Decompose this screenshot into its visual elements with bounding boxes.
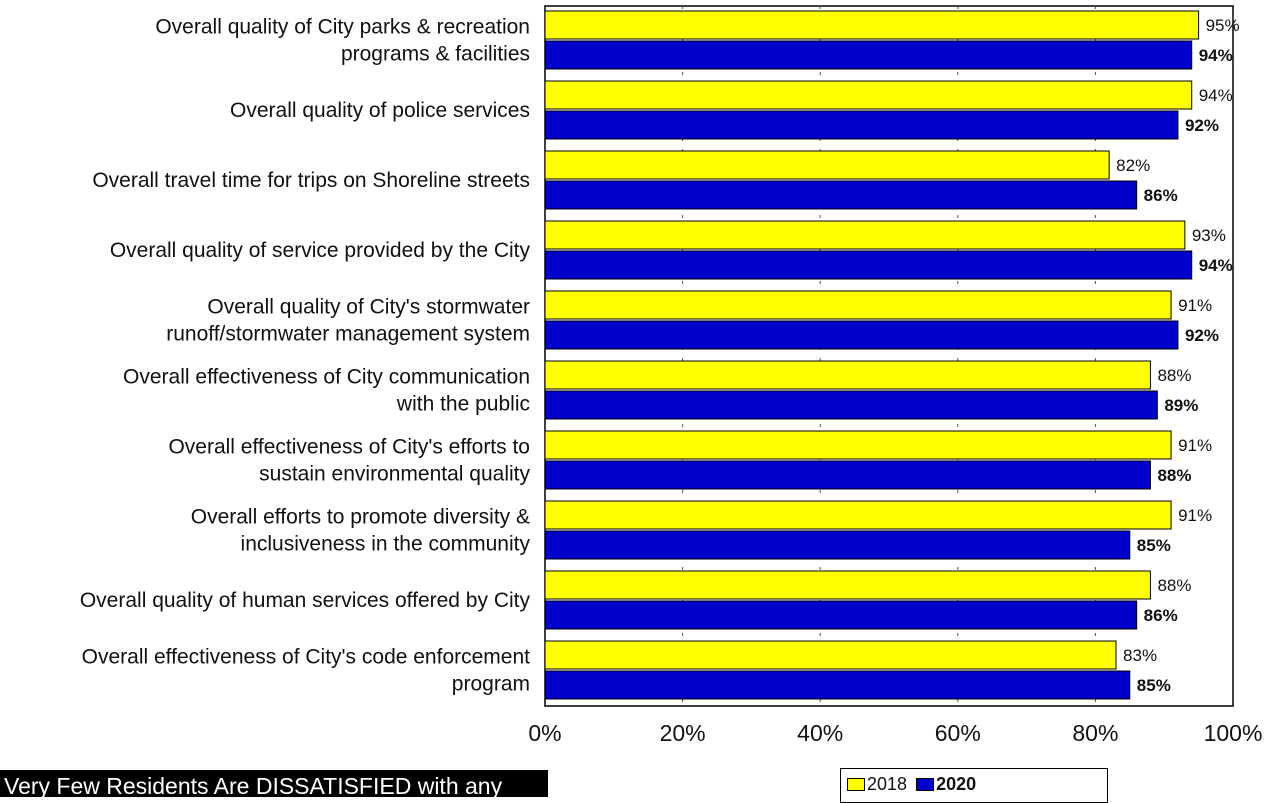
category-label: programs & facilities (341, 43, 530, 66)
category-label: sustain environmental quality (259, 463, 530, 486)
bar-2018 (544, 220, 1186, 250)
bar-2020 (544, 390, 1158, 420)
bar-2020 (544, 110, 1179, 140)
bar-2020 (544, 40, 1193, 70)
bar-2018 (544, 570, 1151, 600)
data-label-2020: 89% (1164, 396, 1198, 415)
data-label-2018: 95% (1206, 16, 1240, 35)
data-label-2018: 91% (1178, 506, 1212, 525)
category-label: Overall quality of human services offere… (80, 589, 531, 612)
data-label-2018: 91% (1178, 296, 1212, 315)
bar-2018 (544, 290, 1172, 320)
data-label-2018: 88% (1157, 576, 1191, 595)
category-label: Overall quality of City parks & recreati… (155, 16, 530, 39)
x-tick-label: 80% (1072, 720, 1118, 746)
category-label: program (452, 673, 530, 696)
bar-2018 (544, 80, 1193, 110)
bar-2020 (544, 250, 1193, 280)
category-label: Overall quality of service provided by t… (110, 239, 531, 262)
data-label-2020: 88% (1157, 466, 1191, 485)
data-label-2020: 86% (1144, 186, 1178, 205)
category-label: Overall quality of police services (230, 99, 530, 122)
legend-label-2020: 2020 (936, 774, 977, 794)
bar-2018 (544, 150, 1110, 180)
bar-2020 (544, 670, 1131, 700)
legend-item-2018: 2018 (847, 775, 907, 793)
bar-2020 (544, 460, 1151, 490)
category-label: Overall effectiveness of City's code enf… (82, 646, 530, 669)
legend-label-2018: 2018 (867, 774, 908, 794)
data-label-2020: 94% (1199, 256, 1233, 275)
data-label-2020: 92% (1185, 326, 1219, 345)
category-label: runoff/stormwater management system (166, 323, 530, 346)
legend-swatch-2018 (847, 777, 865, 791)
category-label: Overall efforts to promote diversity & (191, 506, 530, 529)
data-label-2020: 92% (1185, 116, 1219, 135)
legend-item-2020: 2020 (916, 775, 976, 793)
data-label-2020: 85% (1137, 536, 1171, 555)
category-label: Overall quality of City's stormwater (207, 296, 530, 319)
x-tick-label: 40% (797, 720, 843, 746)
bar-2018 (544, 640, 1117, 670)
data-label-2020: 94% (1199, 46, 1233, 65)
data-label-2018: 91% (1178, 436, 1212, 455)
data-label-2018: 93% (1192, 226, 1226, 245)
caption-banner: Very Few Residents Are DISSATISFIED with… (0, 770, 548, 797)
category-label: Overall effectiveness of City's efforts … (168, 436, 530, 459)
bar-2020 (544, 600, 1138, 630)
bar-2018 (544, 430, 1172, 460)
category-label: with the public (396, 393, 530, 416)
legend-swatch-2020 (916, 777, 935, 791)
x-tick-label: 20% (660, 720, 706, 746)
data-label-2018: 94% (1199, 86, 1233, 105)
data-label-2020: 86% (1144, 606, 1178, 625)
bar-2018 (544, 360, 1151, 390)
x-tick-label: 0% (528, 720, 561, 746)
data-label-2020: 85% (1137, 676, 1171, 695)
category-label: Overall effectiveness of City communicat… (123, 366, 530, 389)
data-label-2018: 82% (1116, 156, 1150, 175)
category-label: inclusiveness in the community (241, 533, 531, 556)
x-tick-label: 60% (935, 720, 981, 746)
bar-2018 (544, 10, 1200, 40)
data-label-2018: 88% (1157, 366, 1191, 385)
category-label: Overall travel time for trips on Shoreli… (92, 169, 530, 192)
bar-2018 (544, 500, 1172, 530)
bar-2020 (544, 530, 1131, 560)
data-label-2018: 83% (1123, 646, 1157, 665)
bar-2020 (544, 180, 1138, 210)
chart-legend: 2018 2020 (840, 768, 1108, 803)
bar-2020 (544, 320, 1179, 350)
x-tick-label: 100% (1204, 720, 1263, 746)
